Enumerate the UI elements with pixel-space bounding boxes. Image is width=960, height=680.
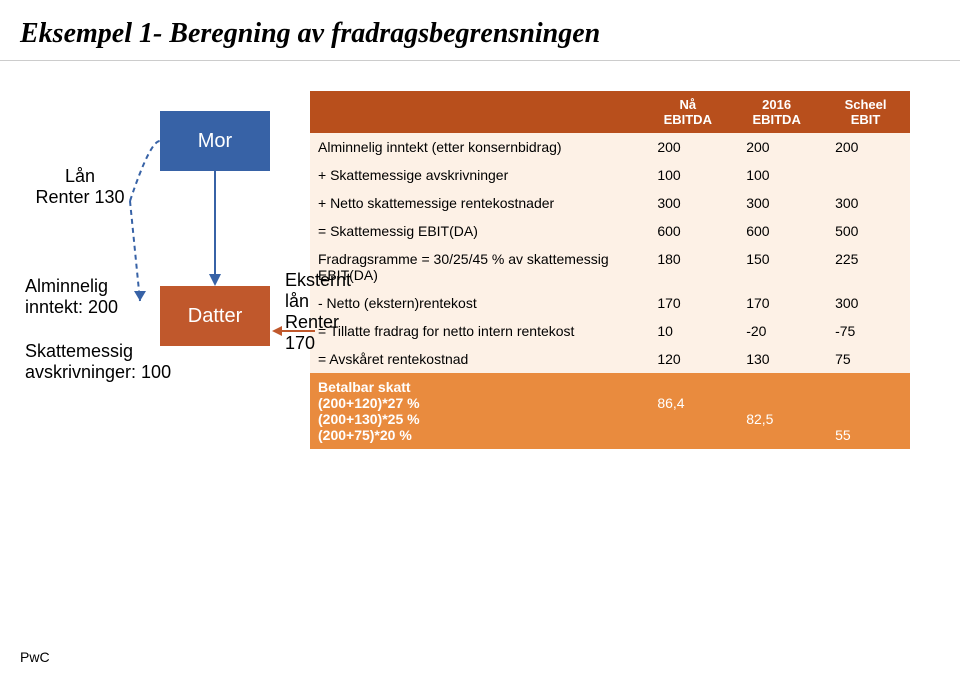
row-value: 500 xyxy=(821,217,910,245)
loan-label: LånRenter 130 xyxy=(25,166,135,208)
table-row: = Skattemessig EBIT(DA)600600500 xyxy=(310,217,910,245)
page-title: Eksempel 1- Beregning av fradragsbegrens… xyxy=(0,0,960,61)
row-value: 86,4 xyxy=(643,373,732,449)
table-row: - Netto (ekstern)rentekost170170300 xyxy=(310,289,910,317)
mor-node: Mor xyxy=(160,111,270,171)
row-value: 200 xyxy=(643,133,732,161)
row-value: 200 xyxy=(732,133,821,161)
row-value: 600 xyxy=(643,217,732,245)
table-header-row: NåEBITDA 2016EBITDA ScheelEBIT xyxy=(310,91,910,133)
row-value: 170 xyxy=(643,289,732,317)
row-label: + Netto skattemessige rentekostnader xyxy=(310,189,643,217)
row-value: 55 xyxy=(821,373,910,449)
row-value: 200 xyxy=(821,133,910,161)
th-na: NåEBITDA xyxy=(643,91,732,133)
th-scheel: ScheelEBIT xyxy=(821,91,910,133)
avskr-label: Skattemessigavskrivninger: 100 xyxy=(25,341,175,383)
datter-node: Datter xyxy=(160,286,270,346)
table-body: Alminnelig inntekt (etter konsernbidrag)… xyxy=(310,133,910,449)
row-value: 100 xyxy=(732,161,821,189)
org-diagram: Mor Datter LånRenter 130 Alminneliginnte… xyxy=(20,91,310,491)
eksternt-label: EksterntlånRenter 170 xyxy=(285,270,351,354)
row-value: 300 xyxy=(732,189,821,217)
row-value: 75 xyxy=(821,345,910,373)
table-row: Betalbar skatt(200+120)*27 %(200+130)*25… xyxy=(310,373,910,449)
row-value: 100 xyxy=(643,161,732,189)
row-label: = Skattemessig EBIT(DA) xyxy=(310,217,643,245)
row-value: 300 xyxy=(821,289,910,317)
table-row: = Tillatte fradrag for netto intern rent… xyxy=(310,317,910,345)
row-value: 180 xyxy=(643,245,732,289)
table-row: + Skattemessige avskrivninger100100 xyxy=(310,161,910,189)
row-value: 82,5 xyxy=(732,373,821,449)
row-value: -20 xyxy=(732,317,821,345)
row-value: 600 xyxy=(732,217,821,245)
row-value: 10 xyxy=(643,317,732,345)
row-value xyxy=(821,161,910,189)
row-value: 130 xyxy=(732,345,821,373)
row-value: 225 xyxy=(821,245,910,289)
row-label: = Avskåret rentekostnad xyxy=(310,345,643,373)
diagram-panel: Mor Datter LånRenter 130 Alminneliginnte… xyxy=(0,91,310,491)
content-area: Mor Datter LånRenter 130 Alminneliginnte… xyxy=(0,61,960,491)
row-label: = Tillatte fradrag for netto intern rent… xyxy=(310,317,643,345)
row-value: 170 xyxy=(732,289,821,317)
table-row: Fradragsramme = 30/25/45 % av skattemess… xyxy=(310,245,910,289)
row-value: 120 xyxy=(643,345,732,373)
row-label: Fradragsramme = 30/25/45 % av skattemess… xyxy=(310,245,643,289)
th-blank xyxy=(310,91,643,133)
inntekt-label: Alminneliginntekt: 200 xyxy=(25,276,155,318)
row-value: 300 xyxy=(821,189,910,217)
row-value: 150 xyxy=(732,245,821,289)
row-label: + Skattemessige avskrivninger xyxy=(310,161,643,189)
table-row: + Netto skattemessige rentekostnader3003… xyxy=(310,189,910,217)
table-row: = Avskåret rentekostnad12013075 xyxy=(310,345,910,373)
table-panel: NåEBITDA 2016EBITDA ScheelEBIT Alminneli… xyxy=(310,91,930,491)
row-label: Betalbar skatt(200+120)*27 %(200+130)*25… xyxy=(310,373,643,449)
th-2016: 2016EBITDA xyxy=(732,91,821,133)
footer-brand: PwC xyxy=(20,649,50,665)
row-value: 300 xyxy=(643,189,732,217)
row-value: -75 xyxy=(821,317,910,345)
row-label: Alminnelig inntekt (etter konsernbidrag) xyxy=(310,133,643,161)
table-row: Alminnelig inntekt (etter konsernbidrag)… xyxy=(310,133,910,161)
row-label: - Netto (ekstern)rentekost xyxy=(310,289,643,317)
calc-table: NåEBITDA 2016EBITDA ScheelEBIT Alminneli… xyxy=(310,91,910,449)
